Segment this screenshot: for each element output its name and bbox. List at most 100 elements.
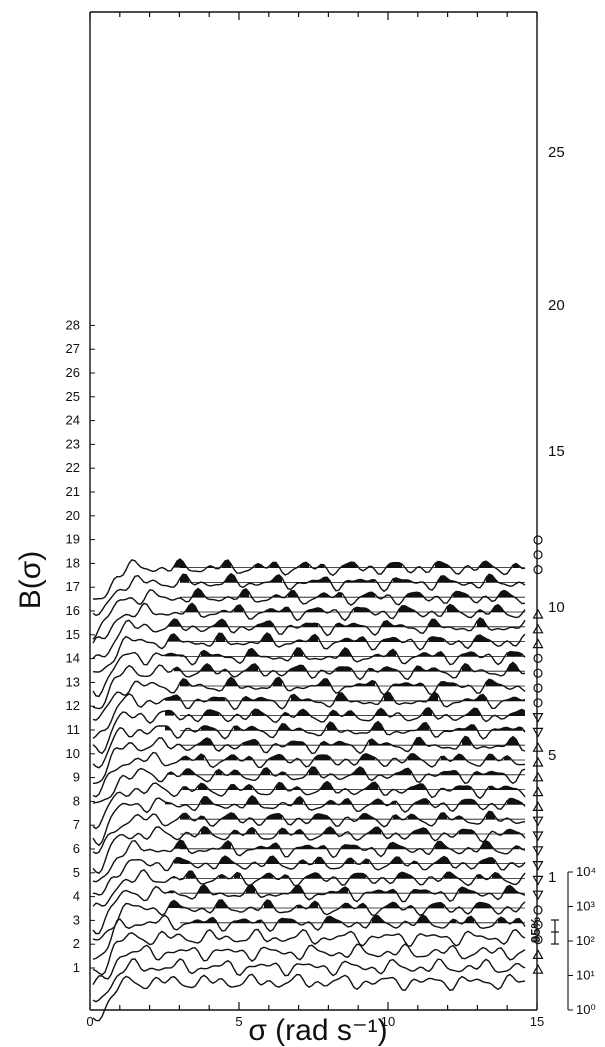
significant-peak bbox=[363, 859, 369, 864]
triangle-up-symbol bbox=[532, 638, 544, 649]
significant-peak bbox=[180, 756, 189, 760]
y-tick-label: 2 bbox=[73, 936, 80, 951]
significant-peak bbox=[216, 633, 225, 642]
x-axis-ticks: 0 5 10 15 bbox=[86, 1014, 544, 1029]
significant-peak bbox=[291, 694, 312, 701]
significant-peak bbox=[417, 651, 444, 657]
significant-peak bbox=[507, 651, 522, 657]
significant-peak bbox=[513, 845, 519, 849]
significant-peak bbox=[354, 680, 375, 686]
significant-peak bbox=[261, 633, 273, 642]
significant-peak bbox=[297, 905, 303, 908]
triangle-down-symbol bbox=[532, 861, 544, 871]
significant-peak bbox=[267, 574, 282, 583]
significant-peak bbox=[246, 756, 252, 760]
significant-peak bbox=[504, 829, 519, 834]
significant-peak bbox=[267, 856, 279, 864]
significant-peak bbox=[441, 756, 447, 760]
y-tick-label: 14 bbox=[66, 651, 80, 666]
significant-peak bbox=[342, 798, 351, 805]
spectrum-trace bbox=[92, 883, 526, 935]
significant-peak bbox=[393, 682, 423, 686]
significant-peak bbox=[336, 623, 366, 627]
significant-peak bbox=[279, 918, 297, 923]
significant-peak bbox=[351, 766, 366, 775]
significant-peak bbox=[246, 884, 255, 894]
significant-peak bbox=[408, 814, 417, 820]
significant-peak bbox=[414, 737, 426, 746]
significant-peak bbox=[270, 754, 285, 760]
spectrum-trace bbox=[92, 973, 526, 1022]
significant-peak bbox=[504, 697, 525, 701]
spectrum-trace bbox=[92, 928, 526, 976]
significant-peak bbox=[504, 755, 510, 760]
triangle-down-symbol bbox=[532, 713, 544, 723]
significant-peak bbox=[444, 872, 456, 879]
significant-peak bbox=[345, 710, 354, 716]
significant-peak bbox=[273, 677, 282, 686]
significant-peak bbox=[387, 562, 402, 568]
significant-peak bbox=[357, 903, 366, 908]
significant-peak bbox=[369, 739, 390, 746]
significant-peak bbox=[207, 565, 213, 568]
y-axis-ticks: 1234567891011121314151617181920212223242… bbox=[66, 317, 95, 975]
circle-symbol bbox=[533, 535, 543, 545]
inset-tick-label: 10⁴ bbox=[576, 864, 596, 879]
y-tick-label: 23 bbox=[66, 436, 80, 451]
significant-peak bbox=[429, 619, 441, 627]
significant-peak bbox=[339, 636, 366, 642]
significant-peak bbox=[219, 874, 225, 879]
significant-peak bbox=[276, 782, 285, 790]
significant-peak bbox=[486, 811, 495, 820]
significant-peak bbox=[381, 620, 405, 627]
significant-peak bbox=[360, 592, 375, 598]
significant-peak bbox=[225, 755, 237, 760]
significant-peak bbox=[291, 885, 303, 894]
triangle-down-symbol bbox=[532, 831, 544, 842]
y-tick-label: 18 bbox=[66, 555, 80, 570]
significant-peak bbox=[429, 636, 444, 642]
x-tick-label: 10 bbox=[381, 1014, 395, 1029]
significant-peak bbox=[342, 903, 351, 908]
significant-peak bbox=[360, 813, 375, 820]
significant-peak bbox=[165, 710, 174, 716]
significant-peak bbox=[480, 857, 495, 864]
significant-peak bbox=[453, 754, 465, 760]
y-tick-label: 16 bbox=[66, 603, 80, 618]
circle-symbol bbox=[533, 934, 543, 945]
significant-peak bbox=[168, 633, 180, 642]
significant-peak bbox=[429, 902, 444, 908]
significant-peak bbox=[180, 574, 189, 583]
significant-peak bbox=[408, 905, 414, 908]
significant-peak bbox=[327, 800, 336, 805]
significant-peak bbox=[405, 592, 423, 598]
significant-peak bbox=[234, 919, 249, 923]
trace-marker-label: 1 bbox=[548, 869, 556, 886]
significant-peak bbox=[210, 697, 225, 701]
significant-peak bbox=[174, 840, 186, 849]
significant-peak bbox=[513, 918, 522, 923]
y-tick-label: 26 bbox=[66, 365, 80, 380]
significant-peak bbox=[192, 917, 216, 923]
circle-symbol bbox=[533, 920, 543, 930]
significant-peak bbox=[282, 874, 288, 879]
triangle-down-symbol bbox=[532, 727, 544, 738]
significant-peak bbox=[486, 679, 501, 686]
significant-peak bbox=[486, 754, 495, 760]
significant-peak bbox=[300, 860, 306, 864]
y-tick-label: 9 bbox=[73, 770, 80, 785]
y-tick-label: 5 bbox=[73, 865, 80, 880]
significant-peak bbox=[459, 799, 477, 805]
significance-scale: 10⁰ 10¹ 10² 10³ 10⁴ bbox=[551, 864, 596, 1017]
significant-peak bbox=[264, 607, 291, 612]
y-tick-label: 12 bbox=[66, 698, 80, 713]
significant-peak bbox=[294, 829, 303, 834]
significant-peak bbox=[480, 840, 492, 849]
x-tick-label: 5 bbox=[235, 1014, 242, 1029]
trace-marker-label: 20 bbox=[548, 297, 565, 314]
y-tick-label: 3 bbox=[73, 912, 80, 927]
significant-peak bbox=[492, 727, 522, 731]
triangle-down-symbol bbox=[532, 875, 544, 886]
significant-peak bbox=[195, 699, 201, 701]
